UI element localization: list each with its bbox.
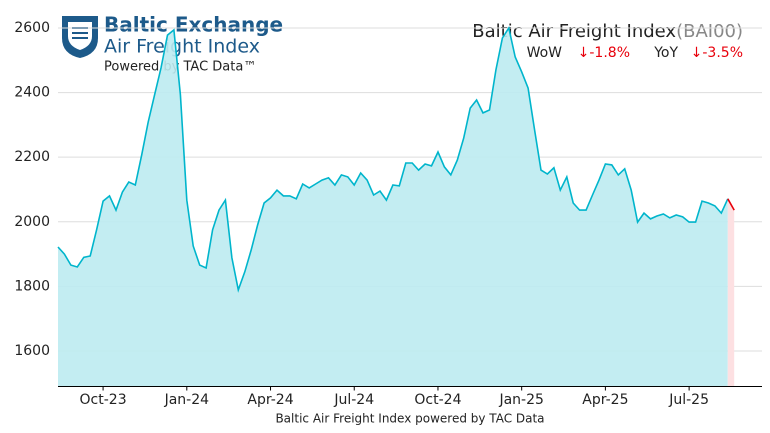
logo-icon: [62, 16, 98, 58]
line: [57, 25, 729, 293]
brand: Baltic Exchange: [104, 13, 283, 37]
stat-value: ↓-3.5%: [691, 45, 743, 61]
product: Air Freight Index: [104, 36, 260, 58]
x-tick-label: Jan-24: [164, 392, 210, 408]
x-tick-label: Jan-25: [498, 392, 543, 408]
last-change-area: [727, 198, 735, 387]
x-tick-label: Apr-25: [582, 392, 628, 408]
y-tick-label: 2000: [14, 214, 50, 230]
stat-label: YoY: [653, 45, 678, 61]
x-tick-label: Jul-25: [668, 392, 709, 408]
last-change-line: [727, 198, 735, 211]
stat-label: WoW: [527, 45, 563, 61]
area: [58, 28, 728, 387]
powered-by: Powered by TAC Data™: [104, 60, 256, 75]
x-tick-label: Jul-24: [333, 392, 374, 408]
caption: Baltic Air Freight Index powered by TAC …: [275, 412, 544, 426]
chart-title: Baltic Air Freight Index: [472, 21, 676, 42]
x-tick-label: Oct-24: [414, 392, 461, 408]
x-tick-label: Apr-24: [247, 392, 293, 408]
y-tick-label: 1800: [14, 278, 50, 294]
y-tick-label: 2200: [14, 149, 50, 165]
y-tick-label: 2600: [14, 20, 50, 36]
stat-value: ↓-1.8%: [578, 45, 630, 61]
chart-subtitle: (BAI00): [676, 21, 743, 42]
y-tick-label: 2400: [14, 85, 50, 101]
x-tick-label: Oct-23: [80, 392, 127, 408]
y-tick-label: 1600: [14, 343, 50, 359]
